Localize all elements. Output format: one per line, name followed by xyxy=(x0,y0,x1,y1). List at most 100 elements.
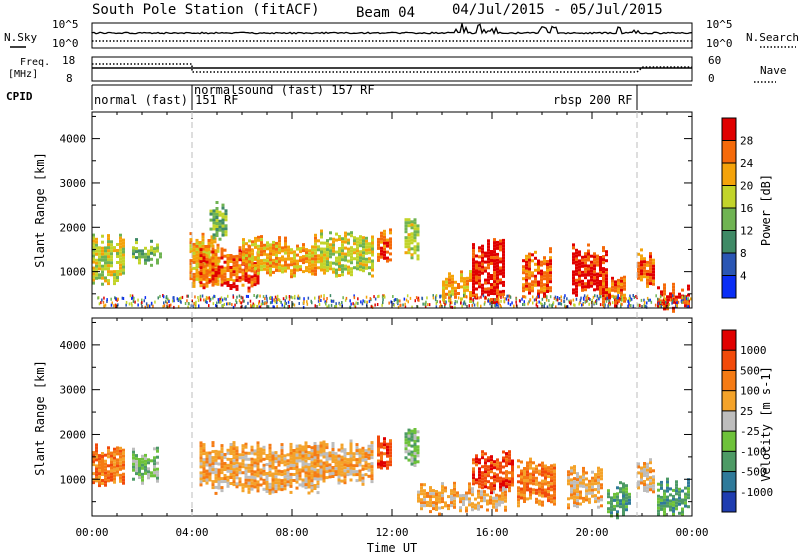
power-echo-cell xyxy=(320,256,323,260)
velocity-echo-cell xyxy=(244,463,248,467)
velocity-echo-cell xyxy=(678,502,681,506)
power-noise-cell xyxy=(205,298,207,302)
velocity-echo-cell xyxy=(283,484,287,488)
velocity-echo-cell xyxy=(274,451,278,455)
velocity-echo-cell xyxy=(649,476,652,480)
power-echo-cell xyxy=(487,251,490,255)
velocity-echo-cell xyxy=(346,467,350,471)
velocity-echo-cell xyxy=(649,488,652,492)
velocity-echo-cell xyxy=(298,456,302,460)
power-noise-cell xyxy=(325,301,327,305)
power-echo-cell xyxy=(302,255,305,259)
power-echo-cell xyxy=(323,268,326,272)
velocity-echo-cell xyxy=(591,479,594,483)
velocity-echo-cell xyxy=(107,473,110,477)
power-noise-cell xyxy=(546,295,548,299)
velocity-echo-cell xyxy=(570,496,573,500)
velocity-echo-cell xyxy=(462,494,465,497)
power-echo-cell xyxy=(502,280,505,284)
power-noise-cell xyxy=(588,302,590,306)
velocity-echo-cell xyxy=(508,480,511,484)
power-echo-cell xyxy=(221,212,225,216)
power-echo-cell xyxy=(254,245,257,249)
power-echo-cell xyxy=(293,268,296,272)
velocity-echo-cell xyxy=(244,454,248,458)
power-echo-cell xyxy=(150,257,153,261)
power-echo-cell xyxy=(442,292,445,296)
velocity-echo-cell xyxy=(570,466,573,470)
velocity-echo-cell xyxy=(663,501,666,505)
power-echo-cell xyxy=(251,264,254,268)
velocity-echo-cell xyxy=(508,483,511,487)
power-echo-cell xyxy=(216,276,220,280)
power-noise-cell xyxy=(287,300,290,304)
power-noise-cell xyxy=(297,294,300,298)
velocity-echo-cell xyxy=(241,450,245,454)
power-echo-cell xyxy=(599,268,602,271)
velocity-echo-cell xyxy=(389,454,392,458)
power-echo-cell xyxy=(275,253,278,257)
power-echo-cell xyxy=(617,290,620,294)
power-echo-cell xyxy=(260,250,263,254)
velocity-echo-cell xyxy=(447,504,450,508)
velocity-echo-cell xyxy=(199,480,203,484)
power-echo-cell xyxy=(575,251,578,255)
velocity-echo-cell xyxy=(92,454,95,458)
velocity-echo-cell xyxy=(247,487,251,491)
velocity-echo-cell xyxy=(547,496,550,500)
velocity-echo-cell xyxy=(205,475,209,479)
power-echo-cell xyxy=(260,253,263,257)
power-echo-cell xyxy=(101,273,104,277)
velocity-echo-cell xyxy=(407,440,411,444)
power-noise-cell xyxy=(509,303,512,307)
power-colorbar-segment xyxy=(722,140,736,163)
power-echo-cell xyxy=(209,227,213,231)
velocity-echo-cell xyxy=(567,503,570,507)
power-echo-cell xyxy=(599,286,602,289)
velocity-echo-cell xyxy=(119,473,122,477)
velocity-echo-cell xyxy=(616,486,619,490)
power-echo-cell xyxy=(205,284,209,288)
power-echo-cell xyxy=(410,223,414,227)
velocity-echo-cell xyxy=(307,466,311,470)
power-echo-cell xyxy=(472,282,475,286)
velocity-echo-cell xyxy=(334,461,338,465)
velocity-echo-cell xyxy=(156,470,159,474)
velocity-echo-cell xyxy=(389,451,392,455)
power-noise-cell xyxy=(686,305,688,309)
power-noise-cell xyxy=(628,301,630,305)
power-echo-cell xyxy=(537,280,540,284)
power-noise-cell xyxy=(564,294,566,298)
power-noise-cell xyxy=(494,298,496,302)
velocity-echo-cell xyxy=(274,475,278,479)
power-echo-cell xyxy=(404,227,408,231)
power-echo-cell xyxy=(119,251,122,255)
velocity-echo-cell xyxy=(481,477,484,481)
power-echo-cell xyxy=(209,209,213,213)
power-echo-cell xyxy=(493,271,496,275)
velocity-echo-cell xyxy=(220,489,224,493)
velocity-echo-cell xyxy=(550,500,553,504)
velocity-echo-cell xyxy=(256,444,260,448)
power-echo-cell xyxy=(311,245,314,249)
power-noise-cell xyxy=(608,299,610,303)
velocity-echo-cell xyxy=(202,464,206,468)
power-echo-cell xyxy=(332,240,335,244)
power-echo-cell xyxy=(528,252,531,256)
velocity-echo-cell xyxy=(429,495,432,499)
power-echo-cell xyxy=(652,267,655,271)
power-echo-cell xyxy=(338,238,341,241)
power-echo-cell xyxy=(104,255,107,259)
power-echo-cell xyxy=(596,275,599,279)
velocity-echo-cell xyxy=(484,458,487,462)
power-echo-cell xyxy=(211,283,215,287)
velocity-echo-cell xyxy=(274,466,278,470)
power-echo-cell xyxy=(229,266,233,269)
velocity-echo-cell xyxy=(657,503,660,507)
velocity-echo-cell xyxy=(495,502,498,506)
power-noise-cell xyxy=(483,302,486,306)
power-echo-cell xyxy=(221,215,225,219)
velocity-echo-cell xyxy=(526,464,529,468)
power-noise-cell xyxy=(664,300,667,304)
velocity-echo-cell xyxy=(322,446,326,450)
